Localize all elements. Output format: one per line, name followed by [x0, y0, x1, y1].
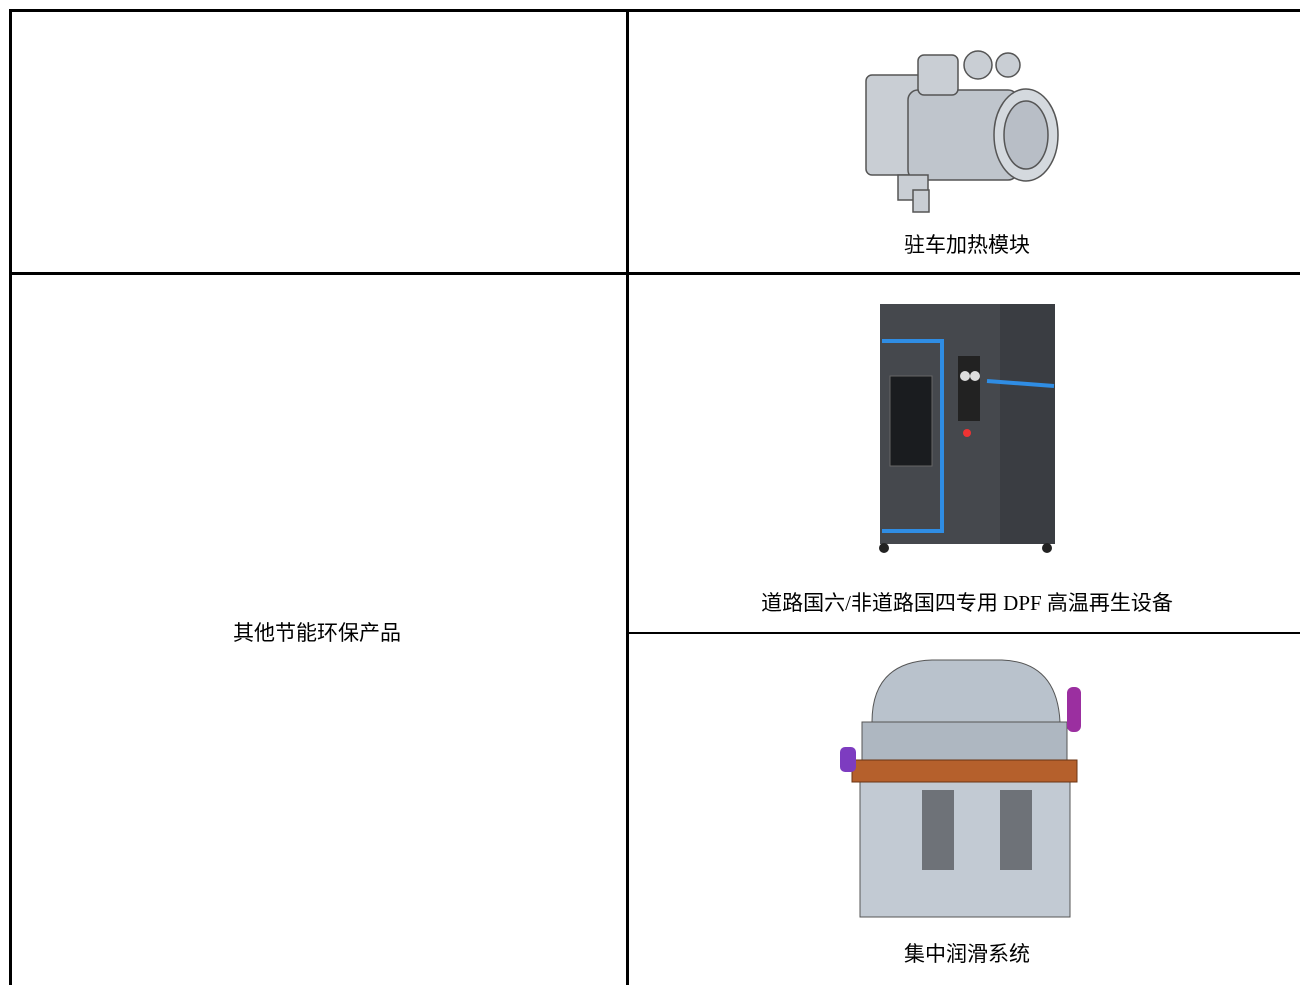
table-border [626, 9, 629, 985]
table-border [627, 632, 1300, 634]
item-caption: 集中润滑系统 [904, 942, 1030, 966]
dpf-image [879, 304, 1055, 553]
category-label: 其他节能环保产品 [233, 621, 401, 645]
table-border [9, 9, 12, 985]
item-caption: 驻车加热模块 [904, 233, 1030, 257]
lubrication-image [840, 659, 1081, 918]
item-caption: 道路国六/非道路国四专用 DPF 高温再生设备 [761, 591, 1173, 615]
table-border [10, 9, 1300, 12]
heater-image [865, 50, 1059, 213]
table-border [10, 272, 1300, 275]
